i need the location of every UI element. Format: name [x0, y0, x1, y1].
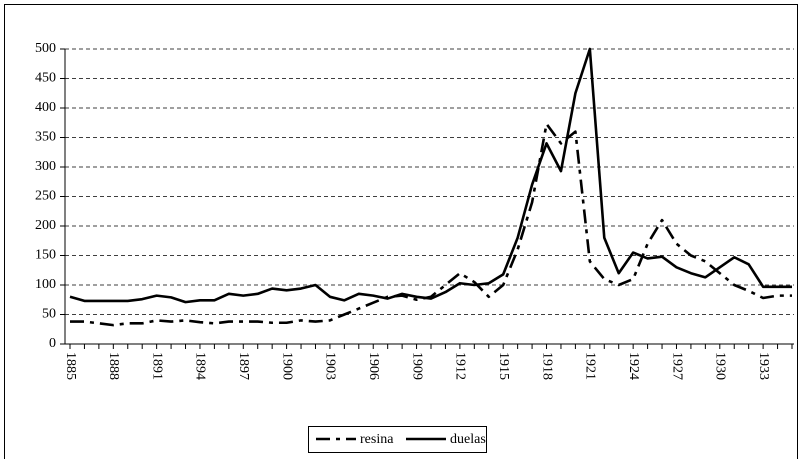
x-tick-label: 1930 [713, 352, 728, 380]
x-tick-label: 1888 [106, 352, 121, 380]
series-line [70, 122, 792, 327]
series-line [69, 47, 792, 304]
x-tick-label: 1906 [366, 352, 381, 380]
x-tick-label: 1909 [409, 352, 424, 380]
y-tick-label: 300 [35, 159, 56, 174]
x-tick-label: 1915 [496, 352, 511, 380]
y-tick-label: 0 [49, 336, 56, 351]
x-tick-label: 1894 [193, 352, 208, 380]
y-tick-label: 400 [35, 100, 56, 115]
x-tick-label: 1918 [539, 352, 554, 380]
x-tick-label: 1897 [236, 352, 251, 380]
y-tick-label: 450 [35, 71, 56, 86]
y-tick-label: 50 [42, 307, 56, 322]
x-tick-label: 1903 [323, 352, 338, 380]
x-tick-label: 1933 [756, 352, 771, 380]
x-tick-label: 1885 [63, 352, 78, 380]
x-tick-label: 1900 [279, 352, 294, 380]
y-tick-label: 150 [35, 248, 56, 263]
y-tick-label: 350 [35, 130, 56, 145]
x-tick-label: 1891 [149, 352, 164, 380]
x-tick-label: 1912 [453, 352, 468, 380]
y-tick-label: 500 [35, 41, 56, 56]
x-tick-label: 1924 [626, 352, 641, 380]
x-tick-label: 1927 [669, 352, 684, 380]
x-tick-label: 1921 [583, 352, 598, 380]
legend-label: duelas [450, 432, 486, 447]
chart-frame [4, 4, 798, 459]
legend: resina duelas [308, 426, 487, 453]
y-tick-label: 200 [35, 218, 56, 233]
legend-label: resina [360, 432, 394, 447]
y-tick-label: 250 [35, 189, 56, 204]
y-tick-label: 100 [35, 277, 56, 292]
